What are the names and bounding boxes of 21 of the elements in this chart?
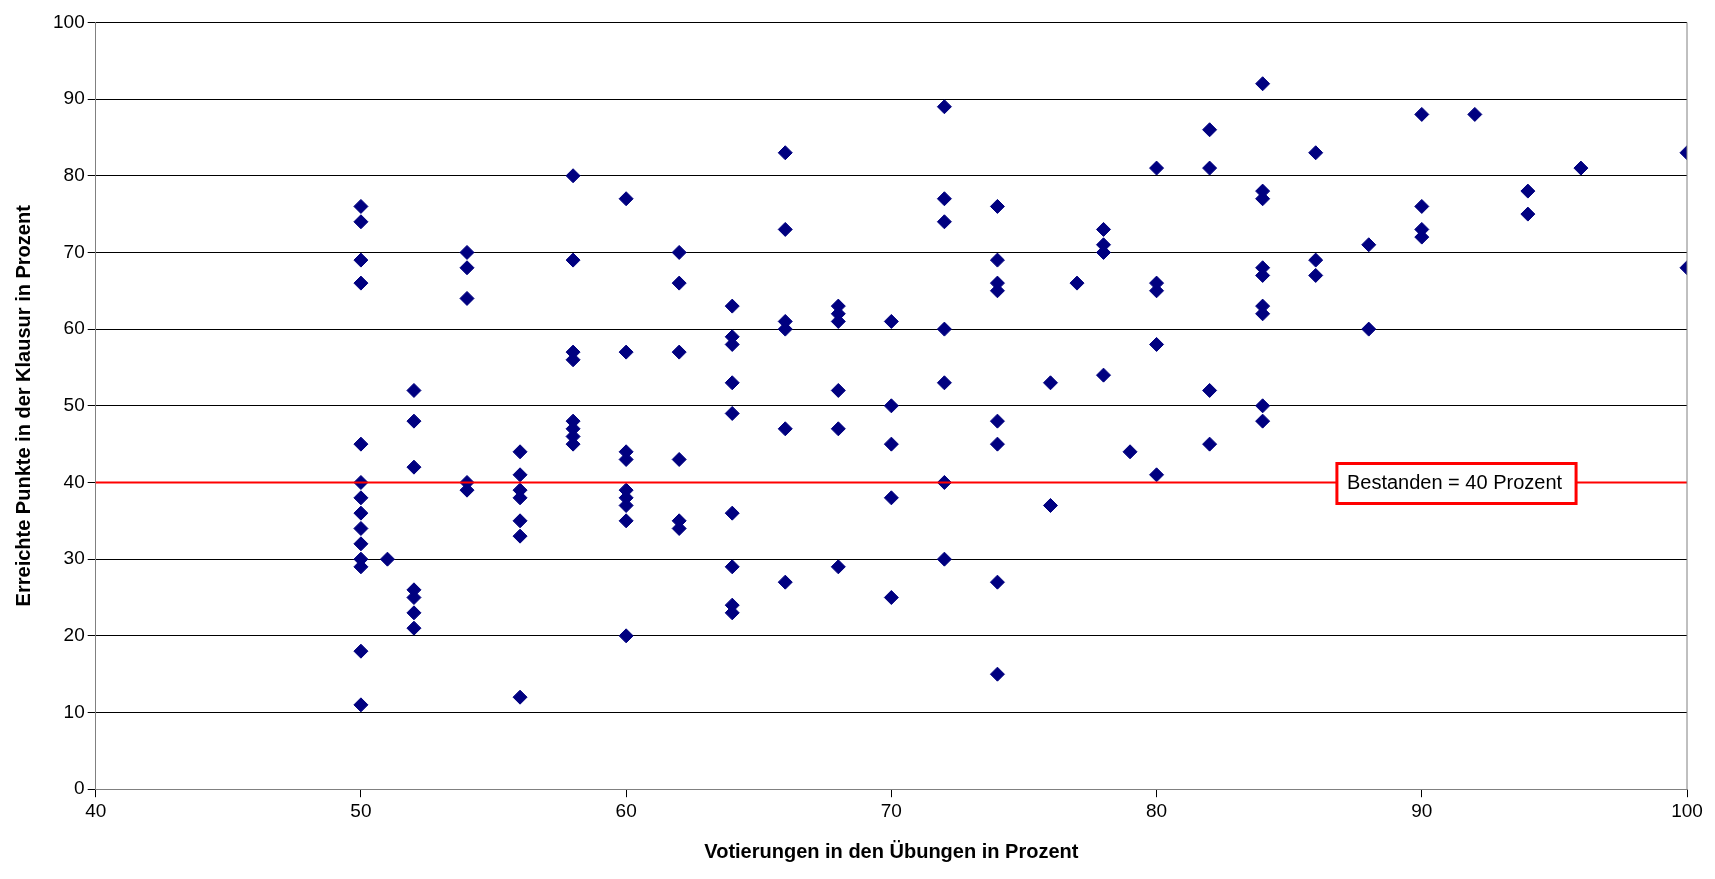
y-tick-label: 10 [63,700,85,722]
x-tick-label: 50 [350,799,372,821]
y-axis-title: Erreichte Punkte in der Klausur in Prozent [11,204,34,607]
x-tick-label: 100 [1671,799,1703,821]
x-tick-label: 80 [1146,799,1168,821]
y-tick-label: 100 [53,10,85,32]
x-tick-label: 40 [85,799,107,821]
y-tick-label: 30 [63,547,85,569]
y-tick-label: 50 [63,394,85,416]
y-tick-label: 80 [63,163,85,185]
y-tick-label: 20 [63,624,85,646]
y-tick-label: 60 [63,317,85,339]
ref-line-label: Bestanden = 40 Prozent [1346,471,1563,493]
y-tick-label: 90 [63,87,85,109]
y-tick-label: 40 [63,470,85,492]
x-tick-label: 60 [615,799,637,821]
y-tick-label: 70 [63,240,85,262]
x-tick-label: 90 [1411,799,1433,821]
x-axis-title: Votierungen in den Übungen in Prozent [704,839,1079,862]
y-tick-label: 0 [74,777,85,799]
x-tick-label: 70 [880,799,902,821]
